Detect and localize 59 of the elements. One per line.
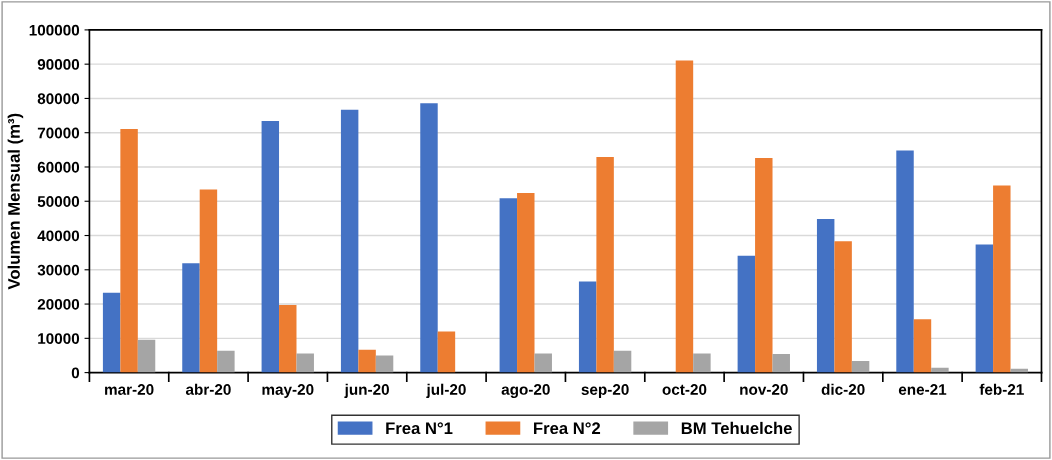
bar <box>217 350 235 373</box>
bar <box>340 109 359 373</box>
bar <box>437 331 456 373</box>
x-tick-label: ago-20 <box>501 384 550 398</box>
y-tick-label: 60000 <box>37 161 80 173</box>
x-tick-label: may-20 <box>262 384 314 398</box>
bar <box>137 339 156 373</box>
x-tick-label: mar-20 <box>105 384 154 395</box>
y-tick-label: 30000 <box>37 264 80 276</box>
bar <box>199 189 218 373</box>
bar <box>675 60 694 373</box>
x-tick-label: jul-20 <box>426 383 466 398</box>
bar <box>499 198 518 373</box>
bar <box>358 349 376 373</box>
y-tick-label: 0 <box>71 367 80 379</box>
legend-label: Frea N°1 <box>386 422 453 435</box>
bar <box>596 157 614 373</box>
bar <box>755 158 773 373</box>
y-axis-title: Volumen Mensual (m³) <box>7 113 24 290</box>
y-tick-label: 50000 <box>37 196 80 207</box>
bar <box>120 128 138 373</box>
y-tick-label: 90000 <box>37 59 80 70</box>
bar <box>816 219 835 373</box>
bar <box>420 103 438 373</box>
x-tick-label: dic-20 <box>821 383 865 395</box>
legend-label: BM Tehuelche <box>681 421 792 435</box>
legend-label: Frea N°2 <box>534 422 601 435</box>
y-tick-label: 80000 <box>37 93 80 105</box>
x-tick-label: nov-20 <box>740 384 788 395</box>
y-tick-label: 10000 <box>38 333 80 345</box>
y-tick-label: 70000 <box>37 127 80 139</box>
bar <box>517 193 535 373</box>
x-tick-label: ene-21 <box>898 384 947 395</box>
bar <box>993 185 1011 373</box>
bar <box>296 353 314 373</box>
bar <box>279 305 297 373</box>
x-tick-label: sep-20 <box>581 384 629 398</box>
x-tick-label: oct-20 <box>662 384 707 395</box>
bar <box>102 292 121 373</box>
bar <box>534 353 552 373</box>
bar <box>693 353 711 373</box>
x-tick-label: jun-20 <box>344 383 389 398</box>
y-tick-label: 40000 <box>37 230 80 242</box>
bar <box>578 281 597 373</box>
bar <box>737 255 756 373</box>
bar <box>913 319 932 373</box>
bar <box>851 360 870 373</box>
bar <box>834 241 852 373</box>
bar <box>975 244 994 373</box>
x-tick-label: abr-20 <box>185 383 231 395</box>
bar <box>182 263 200 373</box>
bar <box>772 354 790 373</box>
bar <box>375 355 394 373</box>
bar <box>261 121 280 373</box>
bar <box>896 150 914 373</box>
bar <box>613 350 632 373</box>
y-tick-label: 20000 <box>37 298 80 310</box>
y-tick-label: 100000 <box>29 24 80 36</box>
x-tick-label: feb-21 <box>979 383 1024 395</box>
